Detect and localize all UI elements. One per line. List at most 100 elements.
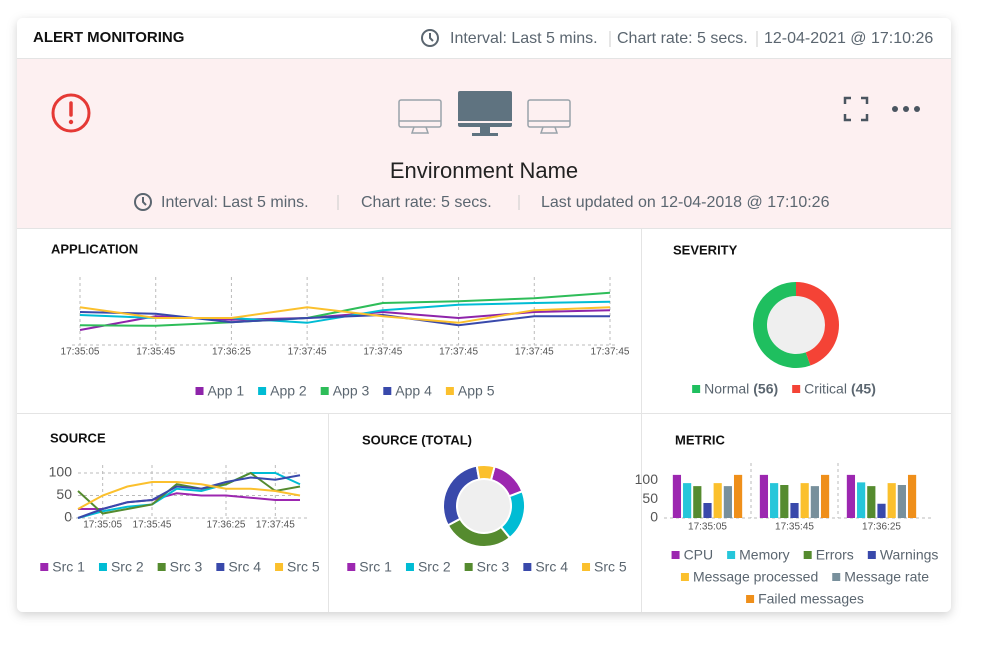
bar	[846, 474, 856, 518]
legend-label: Src 5	[287, 559, 320, 575]
bar	[887, 483, 896, 518]
banner-interval: Interval: Last 5 mins.	[161, 194, 309, 211]
legend-label: Failed messages	[758, 591, 864, 607]
chart-title: APPLICATION	[51, 241, 138, 256]
chart-title: SEVERITY	[673, 242, 738, 257]
bar	[800, 483, 809, 518]
bar	[820, 474, 830, 518]
fullscreen-button[interactable]	[843, 96, 869, 122]
chart-title: SOURCE (TOTAL)	[362, 432, 472, 447]
bar	[672, 474, 682, 518]
x-tick-label: 17:37:45	[256, 520, 295, 531]
environment-icon	[398, 91, 571, 136]
legend-label: Message processed	[693, 569, 818, 585]
legend-label: Normal	[704, 381, 749, 397]
more-button[interactable]	[892, 106, 920, 112]
y-tick-label: 100	[49, 464, 73, 480]
legend-label: Message rate	[844, 569, 929, 585]
y-tick-label: 0	[64, 509, 72, 525]
header-chart-rate: Chart rate: 5 secs.	[617, 30, 748, 47]
legend-swatch	[195, 387, 204, 395]
bar	[713, 483, 722, 518]
donut-segment	[753, 282, 811, 369]
legend-label: CPU	[684, 547, 714, 563]
y-tick-label: 0	[650, 509, 658, 525]
legend-label: Src 4	[535, 559, 568, 575]
alert-icon	[51, 93, 91, 133]
x-tick-label: 17:35:05	[61, 347, 100, 358]
bar	[857, 482, 866, 518]
clock-icon	[421, 29, 439, 47]
chart-title: METRIC	[675, 432, 725, 447]
series-line	[77, 472, 301, 519]
legend-swatch	[692, 385, 701, 393]
legend-swatch	[867, 551, 876, 559]
legend-label: (56)	[753, 381, 778, 397]
series-line	[79, 311, 610, 327]
legend-swatch	[832, 573, 841, 581]
legend-swatch	[98, 563, 107, 571]
legend-swatch	[275, 563, 284, 571]
bar	[780, 485, 789, 518]
legend-label: App 2	[270, 383, 307, 399]
legend-swatch	[680, 573, 689, 581]
series-line	[77, 481, 301, 510]
legend-label: Src 3	[477, 559, 510, 575]
legend-label: Src 2	[418, 559, 451, 575]
x-tick-label: 17:37:45	[591, 347, 630, 358]
legend-label: Errors	[816, 547, 854, 563]
legend-swatch	[523, 563, 532, 571]
donut-center	[767, 296, 825, 354]
bar	[907, 474, 917, 518]
legend-swatch	[320, 387, 329, 395]
legend-label: Src 4	[228, 559, 261, 575]
x-tick-label: 17:35:45	[133, 520, 172, 531]
header-title: ALERT MONITORING	[33, 29, 184, 46]
legend-swatch	[671, 551, 680, 559]
banner-chart-rate: Chart rate: 5 secs.	[361, 194, 492, 211]
legend-swatch	[157, 563, 166, 571]
environment-name: Environment Name	[390, 158, 578, 183]
banner	[17, 59, 951, 228]
legend-swatch	[347, 563, 356, 571]
bar	[867, 486, 876, 518]
series-line	[77, 471, 301, 515]
bar	[877, 503, 886, 518]
legend-swatch	[445, 387, 454, 395]
bar	[790, 503, 799, 518]
x-tick-label: 17:35:05	[688, 522, 727, 533]
legend-label: App 1	[208, 383, 245, 399]
legend-swatch	[582, 563, 591, 571]
x-tick-label: 17:36:25	[862, 522, 901, 533]
legend-swatch	[746, 595, 755, 603]
legend-swatch	[216, 563, 225, 571]
legend-swatch	[40, 563, 49, 571]
bar	[693, 486, 702, 518]
banner-last-updated: Last updated on 12-04-2018 @ 17:10:26	[541, 194, 830, 211]
y-tick-label: 100	[635, 471, 659, 487]
series-line	[77, 474, 301, 519]
bar	[810, 486, 819, 518]
legend-label: Critical	[804, 381, 847, 397]
legend-label: Memory	[739, 547, 790, 563]
legend-swatch	[464, 563, 473, 571]
header-timestamp: 12-04-2021 @ 17:10:26	[764, 30, 933, 47]
bar	[683, 483, 692, 518]
donut-segment	[796, 282, 840, 366]
legend-label: Src 2	[111, 559, 144, 575]
header-interval: Interval: Last 5 mins.	[450, 30, 598, 47]
legend-label: Src 3	[170, 559, 203, 575]
legend-swatch	[803, 551, 812, 559]
legend-label: App 3	[333, 383, 370, 399]
y-tick-label: 50	[56, 486, 72, 502]
x-tick-label: 17:35:05	[83, 520, 122, 531]
bar	[703, 503, 712, 518]
chart-title: SOURCE	[50, 430, 106, 445]
bar	[770, 483, 779, 518]
legend-label: Src 1	[359, 559, 392, 575]
bar	[733, 474, 743, 518]
bar	[897, 485, 906, 518]
legend-swatch	[383, 387, 392, 395]
legend-swatch	[258, 387, 267, 395]
